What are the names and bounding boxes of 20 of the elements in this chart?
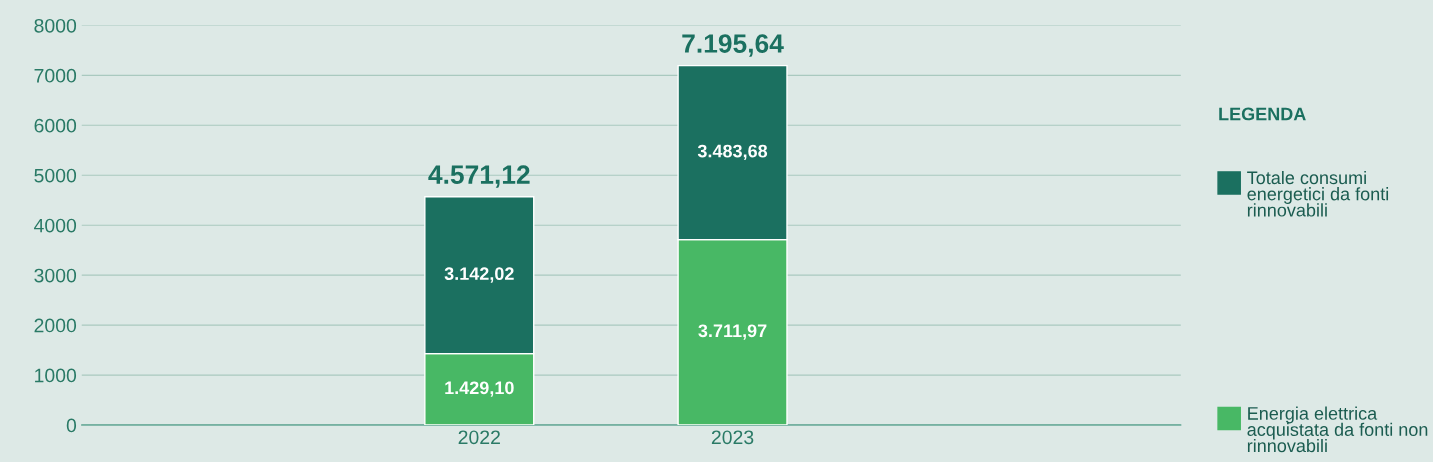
data-label: 1.429,10 — [445, 381, 514, 397]
y-tick-label: 1000 — [35, 368, 77, 383]
data-label: 3.711,97 — [698, 324, 767, 340]
total-label: 7.195,64 — [682, 34, 784, 57]
x-tick-label: 2022 — [458, 430, 500, 445]
y-tick-label: 5000 — [34, 168, 77, 183]
legend-title: LEGENDA — [1219, 107, 1306, 121]
y-tick-label: 4000 — [34, 218, 77, 233]
data-label: 3.142,02 — [444, 267, 514, 283]
y-tick-label: 3000 — [34, 268, 77, 283]
y-tick-label: 8000 — [34, 18, 77, 33]
legend-label: Totale consumi energetici da fonti rinnovabili — [1247, 170, 1389, 217]
y-tick-label: 7000 — [34, 68, 77, 83]
data-label: 3.483,68 — [697, 144, 768, 161]
total-label: 4.571,12 — [428, 165, 530, 188]
y-tick-label: 2000 — [34, 318, 77, 333]
y-tick-label: 0 — [66, 418, 77, 433]
x-tick-label: 2023 — [711, 430, 754, 445]
legend-label: Energia elettrica acquistata da fonti non rinnovabili — [1247, 406, 1428, 453]
y-tick-label: 6000 — [34, 118, 77, 133]
